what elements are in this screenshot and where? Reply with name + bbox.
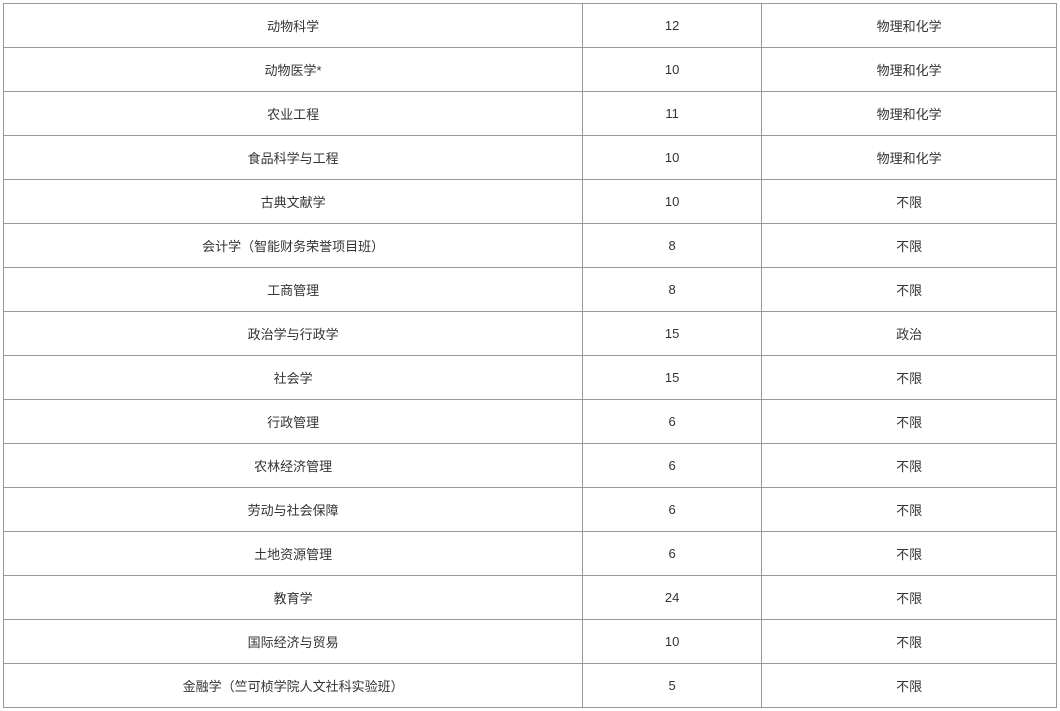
- major-cell: 政治学与行政学: [4, 312, 583, 356]
- quota-cell: 10: [583, 48, 762, 92]
- requirement-cell: 不限: [762, 488, 1057, 532]
- table-body: 动物科学12物理和化学动物医学*10物理和化学农业工程11物理和化学食品科学与工…: [4, 4, 1057, 708]
- requirement-cell: 物理和化学: [762, 92, 1057, 136]
- table-row: 金融学（竺可桢学院人文社科实验班）5不限: [4, 664, 1057, 708]
- major-cell: 动物医学*: [4, 48, 583, 92]
- quota-cell: 12: [583, 4, 762, 48]
- table-row: 动物医学*10物理和化学: [4, 48, 1057, 92]
- majors-table: 动物科学12物理和化学动物医学*10物理和化学农业工程11物理和化学食品科学与工…: [3, 3, 1057, 708]
- quota-cell: 5: [583, 664, 762, 708]
- table-row: 教育学24不限: [4, 576, 1057, 620]
- table-row: 动物科学12物理和化学: [4, 4, 1057, 48]
- requirement-cell: 物理和化学: [762, 48, 1057, 92]
- quota-cell: 6: [583, 400, 762, 444]
- requirement-cell: 不限: [762, 664, 1057, 708]
- table-row: 国际经济与贸易10不限: [4, 620, 1057, 664]
- table-row: 行政管理6不限: [4, 400, 1057, 444]
- requirement-cell: 政治: [762, 312, 1057, 356]
- quota-cell: 24: [583, 576, 762, 620]
- requirement-cell: 不限: [762, 180, 1057, 224]
- table-row: 劳动与社会保障6不限: [4, 488, 1057, 532]
- major-cell: 古典文献学: [4, 180, 583, 224]
- major-cell: 国际经济与贸易: [4, 620, 583, 664]
- requirement-cell: 不限: [762, 444, 1057, 488]
- requirement-cell: 不限: [762, 268, 1057, 312]
- table-row: 会计学（智能财务荣誉项目班）8不限: [4, 224, 1057, 268]
- requirement-cell: 物理和化学: [762, 4, 1057, 48]
- requirement-cell: 不限: [762, 356, 1057, 400]
- major-cell: 土地资源管理: [4, 532, 583, 576]
- quota-cell: 6: [583, 444, 762, 488]
- requirement-cell: 不限: [762, 576, 1057, 620]
- major-cell: 社会学: [4, 356, 583, 400]
- table-row: 农业工程11物理和化学: [4, 92, 1057, 136]
- quota-cell: 10: [583, 620, 762, 664]
- major-cell: 农业工程: [4, 92, 583, 136]
- table-row: 食品科学与工程10物理和化学: [4, 136, 1057, 180]
- major-cell: 农林经济管理: [4, 444, 583, 488]
- major-cell: 食品科学与工程: [4, 136, 583, 180]
- major-cell: 金融学（竺可桢学院人文社科实验班）: [4, 664, 583, 708]
- requirement-cell: 不限: [762, 620, 1057, 664]
- quota-cell: 6: [583, 532, 762, 576]
- quota-cell: 10: [583, 136, 762, 180]
- quota-cell: 8: [583, 224, 762, 268]
- table-row: 社会学15不限: [4, 356, 1057, 400]
- table-row: 土地资源管理6不限: [4, 532, 1057, 576]
- table-row: 古典文献学10不限: [4, 180, 1057, 224]
- quota-cell: 6: [583, 488, 762, 532]
- major-cell: 行政管理: [4, 400, 583, 444]
- requirement-cell: 不限: [762, 224, 1057, 268]
- quota-cell: 15: [583, 312, 762, 356]
- quota-cell: 15: [583, 356, 762, 400]
- quota-cell: 8: [583, 268, 762, 312]
- requirement-cell: 物理和化学: [762, 136, 1057, 180]
- major-cell: 动物科学: [4, 4, 583, 48]
- requirement-cell: 不限: [762, 400, 1057, 444]
- requirement-cell: 不限: [762, 532, 1057, 576]
- quota-cell: 11: [583, 92, 762, 136]
- table-row: 农林经济管理6不限: [4, 444, 1057, 488]
- quota-cell: 10: [583, 180, 762, 224]
- major-cell: 劳动与社会保障: [4, 488, 583, 532]
- table-row: 政治学与行政学15政治: [4, 312, 1057, 356]
- major-cell: 教育学: [4, 576, 583, 620]
- major-cell: 会计学（智能财务荣誉项目班）: [4, 224, 583, 268]
- table-row: 工商管理8不限: [4, 268, 1057, 312]
- major-cell: 工商管理: [4, 268, 583, 312]
